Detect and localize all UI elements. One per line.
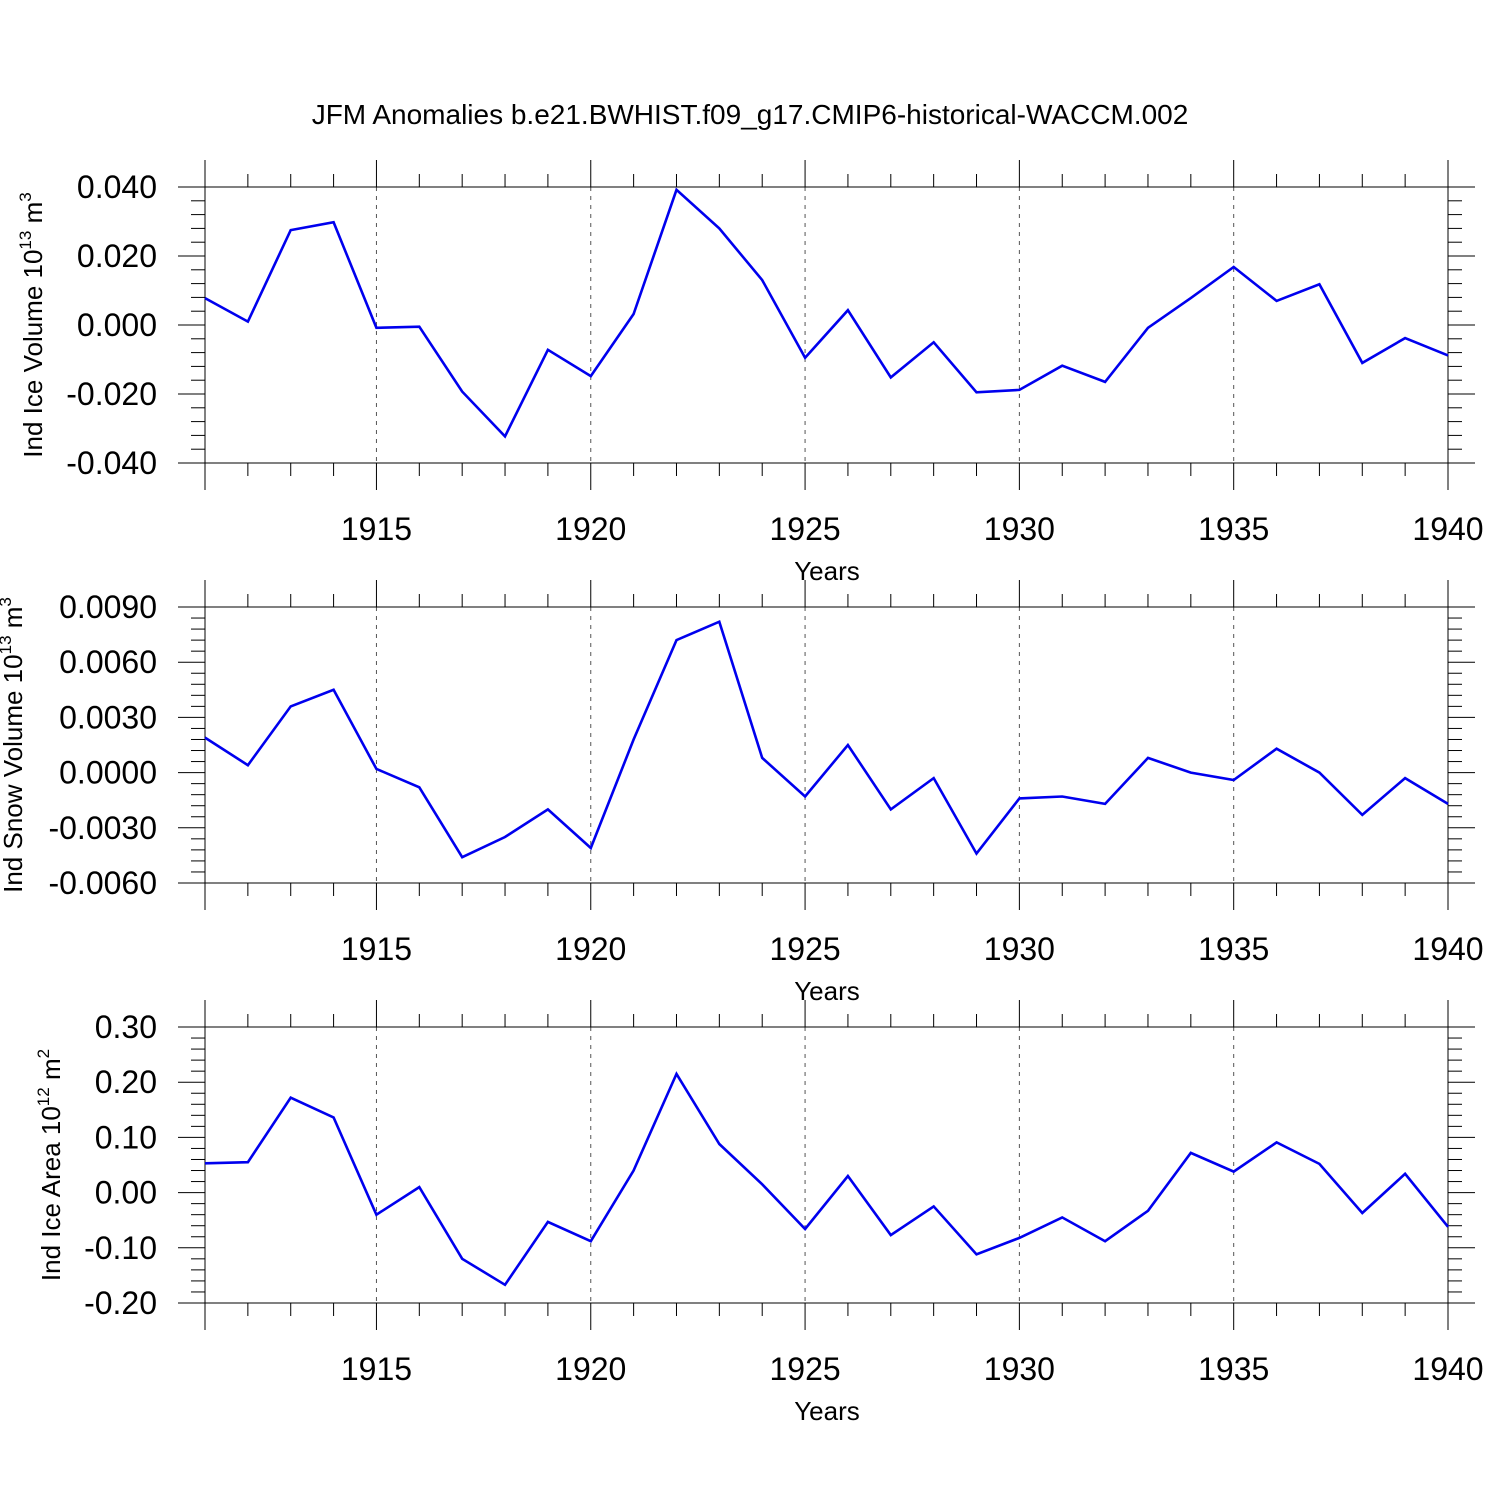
- x-tick-label: 1915: [341, 931, 412, 967]
- series-line: [204, 187, 1449, 439]
- x-tick-label: 1930: [984, 511, 1055, 547]
- panel-2: -0.0060 -0.0030 0.0000 0.0030 0.0060 0.0090 19…: [0, 580, 1484, 1006]
- y-axis-label-superscript: 13: [0, 635, 15, 654]
- series-line: [204, 619, 1449, 859]
- x-tick-label: 1925: [769, 1351, 840, 1387]
- x-axis-label: Years: [794, 1396, 860, 1426]
- y-axis-label: Ind Ice Volume 1013 m3: [16, 192, 48, 457]
- y-axis-label-text: m: [0, 607, 28, 636]
- x-tick-label: 1920: [555, 1351, 626, 1387]
- y-tick-label: 0.020: [77, 238, 157, 274]
- y-tick-label: 0.040: [77, 169, 157, 205]
- y-axis-label-superscript: 3: [0, 597, 15, 606]
- y-tick-label: -0.0030: [48, 810, 157, 846]
- x-tick-label: 1915: [341, 1351, 412, 1387]
- y-tick-label: 0.000: [77, 307, 157, 343]
- x-tick-label: 1925: [769, 511, 840, 547]
- y-tick-label: -0.040: [66, 445, 157, 481]
- x-tick-label: 1940: [1412, 931, 1483, 967]
- y-axis-label: Ind Snow Volume 1013 m3: [0, 597, 28, 893]
- series-line: [204, 1071, 1450, 1287]
- y-axis-label-superscript: 13: [16, 231, 35, 250]
- x-tick-label: 1930: [984, 1351, 1055, 1387]
- y-tick-label: -0.20: [84, 1285, 157, 1321]
- y-tick-label: -0.020: [66, 376, 157, 412]
- y-axis-label: Ind Ice Area 1012 m2: [34, 1049, 66, 1281]
- y-tick-label: 0.30: [95, 1009, 157, 1045]
- y-tick-label: -0.0060: [48, 865, 157, 901]
- y-tick-label: 0.0090: [59, 589, 157, 625]
- y-axis-label-text: Ind Snow Volume 10: [0, 654, 28, 893]
- x-axis-label: Years: [794, 556, 860, 586]
- x-tick-label: 1925: [769, 931, 840, 967]
- y-tick-label: 0.10: [95, 1119, 157, 1155]
- x-axis-label: Years: [794, 976, 860, 1006]
- panel-3: -0.20 -0.10 0.00 0.10 0.20 0.30 1915 1920 1925 19…: [34, 1000, 1484, 1426]
- x-tick-label: 1940: [1412, 1351, 1483, 1387]
- y-axis-label-superscript: 12: [34, 1087, 53, 1106]
- y-axis-label-text: Ind Ice Volume 10: [18, 250, 48, 458]
- y-axis-label-text: Ind Ice Area 10: [36, 1106, 66, 1281]
- panel-1: -0.040 -0.020 0.000 0.020 0.040 1915 1920 1925 1…: [16, 160, 1484, 586]
- y-axis-label-superscript: 3: [16, 192, 35, 201]
- y-axis-label-text: m: [18, 202, 48, 231]
- x-tick-label: 1915: [341, 511, 412, 547]
- y-tick-label: 0.0060: [59, 644, 157, 680]
- x-tick-label: 1920: [555, 931, 626, 967]
- y-tick-label: 0.0030: [59, 699, 157, 735]
- y-tick-label: 0.20: [95, 1064, 157, 1100]
- x-tick-label: 1940: [1412, 511, 1483, 547]
- y-axis-label-superscript: 2: [34, 1049, 53, 1058]
- x-tick-label: 1930: [984, 931, 1055, 967]
- x-tick-label: 1920: [555, 511, 626, 547]
- y-axis-label-text: m: [36, 1058, 66, 1087]
- x-tick-label: 1935: [1198, 931, 1269, 967]
- figure-title: JFM Anomalies b.e21.BWHIST.f09_g17.CMIP6…: [312, 99, 1189, 130]
- y-tick-label: -0.10: [84, 1230, 157, 1266]
- y-tick-label: 0.00: [95, 1175, 157, 1211]
- x-tick-label: 1935: [1198, 1351, 1269, 1387]
- x-tick-label: 1935: [1198, 511, 1269, 547]
- y-tick-label: 0.0000: [59, 755, 157, 791]
